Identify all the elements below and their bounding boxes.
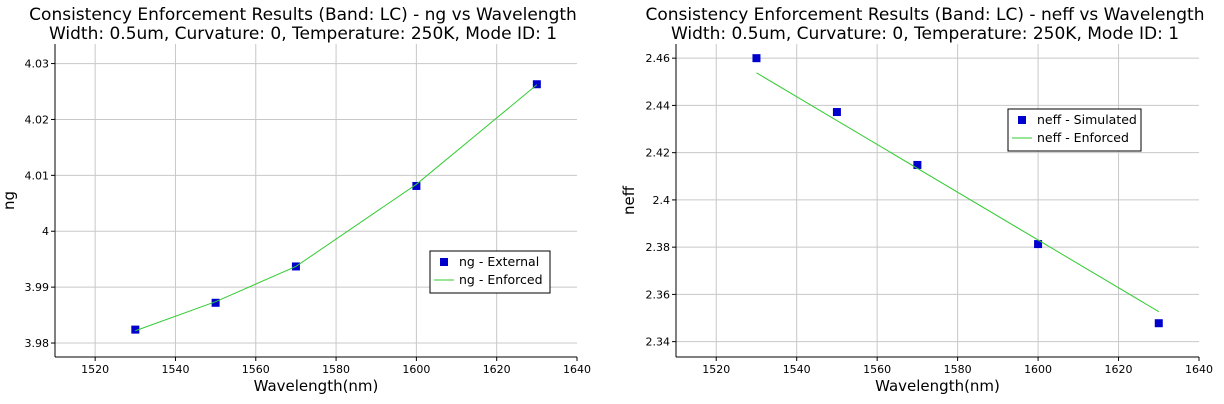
x-tick-label: 1560 bbox=[242, 363, 270, 376]
chart-title: Consistency Enforcement Results (Band: L… bbox=[29, 5, 577, 25]
y-tick-label: 4.03 bbox=[25, 58, 50, 71]
legend-box bbox=[1007, 108, 1142, 152]
x-tick-label: 1540 bbox=[783, 363, 811, 376]
data-point bbox=[832, 108, 841, 117]
x-tick-label: 1520 bbox=[81, 363, 109, 376]
y-tick-label: 2.36 bbox=[646, 288, 671, 301]
y-tick-label: 2.44 bbox=[646, 99, 671, 112]
x-tick-label: 1520 bbox=[702, 363, 730, 376]
y-tick-label: 4.01 bbox=[25, 169, 50, 182]
y-tick-label: 4.02 bbox=[25, 113, 50, 126]
x-tick-label: 1640 bbox=[563, 363, 591, 376]
legend-marker-swatch bbox=[440, 258, 448, 266]
data-point bbox=[1034, 240, 1043, 249]
x-tick-label: 1580 bbox=[944, 363, 972, 376]
x-tick-label: 1600 bbox=[1024, 363, 1052, 376]
legend-entry: neff - Simulated bbox=[1037, 112, 1137, 127]
data-point bbox=[211, 298, 220, 307]
legend-entry: neff - Enforced bbox=[1037, 130, 1129, 145]
data-point bbox=[1154, 319, 1163, 328]
chart-subtitle: Width: 0.5um, Curvature: 0, Temperature:… bbox=[671, 24, 1179, 44]
x-tick-label: 1600 bbox=[402, 363, 430, 376]
data-point bbox=[913, 160, 922, 169]
x-tick-label: 1580 bbox=[322, 363, 350, 376]
x-axis-label: Wavelength(nm) bbox=[254, 377, 379, 395]
y-axis-label: ng bbox=[0, 191, 18, 210]
y-tick-label: 3.98 bbox=[25, 337, 50, 350]
y-tick-label: 4 bbox=[42, 225, 49, 238]
x-tick-label: 1560 bbox=[863, 363, 891, 376]
legend: ng - External ng - Enforced bbox=[429, 250, 551, 294]
legend: neff - Simulated neff - Enforced bbox=[1007, 108, 1142, 152]
y-axis-label: neff bbox=[620, 185, 638, 215]
y-tick-label: 2.34 bbox=[646, 336, 671, 349]
x-axis-label: Wavelength(nm) bbox=[875, 377, 1000, 395]
x-tick-label: 1640 bbox=[1185, 363, 1213, 376]
legend-entry: ng - External bbox=[459, 254, 539, 269]
x-tick-label: 1540 bbox=[161, 363, 189, 376]
y-tick-label: 2.4 bbox=[653, 194, 671, 207]
y-tick-label: 3.99 bbox=[25, 281, 50, 294]
legend-box bbox=[429, 250, 551, 294]
data-point bbox=[412, 181, 421, 190]
series-line-enforced bbox=[756, 72, 1160, 313]
data-point bbox=[752, 54, 761, 63]
series-line-enforced bbox=[135, 84, 538, 332]
legend-marker-swatch bbox=[1018, 116, 1026, 124]
x-tick-label: 1620 bbox=[1105, 363, 1133, 376]
x-tick-label: 1620 bbox=[483, 363, 511, 376]
y-tick-label: 2.38 bbox=[646, 241, 671, 254]
legend-entry: ng - Enforced bbox=[459, 272, 543, 287]
chart-subtitle: Width: 0.5um, Curvature: 0, Temperature:… bbox=[49, 24, 557, 44]
y-tick-label: 2.46 bbox=[646, 52, 671, 65]
data-point bbox=[131, 325, 140, 334]
chart-1: Consistency Enforcement Results (Band: L… bbox=[0, 5, 591, 395]
data-point bbox=[532, 80, 541, 89]
chart-2: Consistency Enforcement Results (Band: L… bbox=[620, 5, 1213, 395]
y-tick-label: 2.42 bbox=[646, 147, 671, 160]
chart-title: Consistency Enforcement Results (Band: L… bbox=[645, 5, 1204, 25]
